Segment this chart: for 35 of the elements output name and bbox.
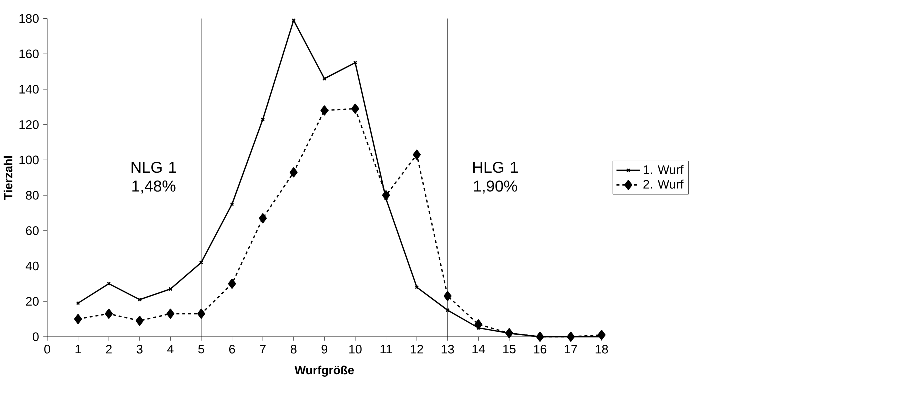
- x-tick-label: 11: [380, 345, 392, 354]
- x-axis-title: Wurfgröße: [294, 366, 354, 377]
- x-tick-label: 18: [596, 345, 608, 354]
- y-tick-label: 80: [26, 191, 39, 200]
- x-tick-label: 5: [198, 345, 204, 354]
- x-tick-label: 9: [322, 345, 328, 354]
- y-tick-label: 40: [26, 262, 39, 271]
- x-tick-label: 2: [106, 345, 112, 354]
- x-tick-label: 13: [442, 345, 454, 354]
- y-tick-label: 60: [26, 226, 39, 236]
- x-tick-label: 14: [472, 345, 486, 354]
- y-tick-label: 20: [26, 297, 39, 306]
- y-tick-label: 140: [20, 85, 39, 94]
- y-tick-label: 180: [20, 14, 39, 24]
- x-tick-label: 4: [168, 345, 174, 354]
- y-tick-label: 120: [20, 120, 39, 130]
- x-tick-label: 0: [44, 345, 50, 354]
- x-tick-label: 17: [565, 345, 578, 354]
- y-tick-label: 0: [33, 332, 39, 342]
- y-tick-label: 100: [20, 156, 39, 165]
- x-tick-label: 16: [534, 345, 547, 354]
- ref-line-label: HLG 1 1,90%: [474, 162, 518, 194]
- x-tick-label: 6: [229, 345, 236, 354]
- x-tick-label: 3: [136, 345, 143, 354]
- y-tick-label: 160: [20, 50, 39, 59]
- x-tick-label: 12: [411, 345, 424, 354]
- ref-line-label: NLG 1 1,48%: [132, 162, 176, 194]
- x-tick-label: 15: [504, 345, 516, 354]
- x-tick-label: 7: [260, 345, 266, 354]
- y-axis-title: Tierzahl: [4, 156, 13, 200]
- legend-label: 1. Wurf: [644, 165, 684, 174]
- legend-label: 2. Wurf: [644, 180, 684, 189]
- x-tick-label: 10: [350, 345, 362, 354]
- x-tick-label: 8: [290, 345, 297, 354]
- x-tick-label: 1: [76, 345, 82, 354]
